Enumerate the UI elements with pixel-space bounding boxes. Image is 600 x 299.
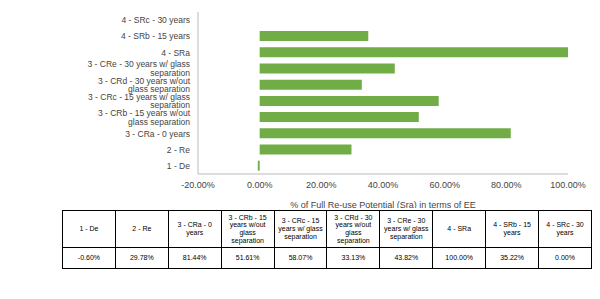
svg-text:4 - SRc - 30 years: 4 - SRc - 30 years bbox=[122, 15, 191, 25]
html-text:0.00%: 0.00% bbox=[555, 254, 575, 262]
html-text:3 - CRe - 30 years w/ glass se: 3 - CRe - 30 years w/ glass separation bbox=[384, 217, 429, 240]
svg-text:% of Full Re-use Potential (Sr: % of Full Re-use Potential (Sra) in term… bbox=[290, 200, 476, 208]
svg-text:1 - De: 1 - De bbox=[167, 161, 190, 171]
html-text:100.00%: 100.00% bbox=[445, 254, 473, 262]
svg-text:80.00%: 80.00% bbox=[491, 180, 522, 190]
html-text:3 - CRb - 15 years w/out glass: 3 - CRb - 15 years w/out glass separatio… bbox=[228, 213, 267, 244]
html-text:4 - SRb - 15 years: 4 - SRb - 15 years bbox=[493, 221, 531, 236]
svg-text:100.00%: 100.00% bbox=[550, 180, 586, 190]
html-text:3 - CRa - 0 years: 3 - CRa - 0 years bbox=[177, 221, 212, 236]
svg-text:3 - CRd - 30 years w/outglass: 3 - CRd - 30 years w/outglass separation bbox=[98, 76, 191, 95]
html-text:33.13%: 33.13% bbox=[341, 254, 366, 262]
svg-text:40.00%: 40.00% bbox=[368, 180, 399, 190]
html-text:51.61%: 51.61% bbox=[235, 254, 260, 262]
svg-text:3 - CRe - 30 years w/ glasssep: 3 - CRe - 30 years w/ glassseparation bbox=[87, 59, 190, 77]
html-text:3 - CRd - 30 years w/out glass: 3 - CRd - 30 years w/out glass separatio… bbox=[334, 213, 373, 244]
svg-text:3 - CRa - 0 years: 3 - CRa - 0 years bbox=[125, 129, 190, 139]
svg-text:3 - CRb - 15 years w/outglass: 3 - CRb - 15 years w/outglass separation bbox=[98, 108, 191, 127]
html-text:81.44%: 81.44% bbox=[182, 254, 207, 262]
html-text:35.22%: 35.22% bbox=[500, 254, 524, 262]
svg-text:3 - CRc - 15 years w/ glasssep: 3 - CRc - 15 years w/ glassseparation bbox=[88, 92, 190, 111]
svg-text:0.00%: 0.00% bbox=[247, 180, 273, 190]
html-text:29.78%: 29.78% bbox=[130, 254, 154, 262]
html-text:1 - De: 1 - De bbox=[79, 225, 99, 233]
svg-text:4 - SRa: 4 - SRa bbox=[161, 48, 190, 58]
svg-text:20.00%: 20.00% bbox=[306, 180, 337, 190]
svg-text:2 - Re: 2 - Re bbox=[167, 145, 190, 155]
html-text:43.82%: 43.82% bbox=[394, 254, 419, 262]
svg-text:4 - SRb - 15 years: 4 - SRb - 15 years bbox=[121, 31, 190, 41]
html-text:2 - Re: 2 - Re bbox=[132, 225, 152, 233]
html-text:58.07%: 58.07% bbox=[288, 254, 313, 262]
html-text:4 - SRc - 30 years: 4 - SRc - 30 years bbox=[546, 221, 584, 236]
svg-text:60.00%: 60.00% bbox=[429, 180, 460, 190]
html-text:3 - CRc - 15 years w/ glass se: 3 - CRc - 15 years w/ glass separation bbox=[278, 217, 323, 240]
svg-text:-20.00%: -20.00% bbox=[181, 180, 215, 190]
html-text:-0.60%: -0.60% bbox=[77, 254, 100, 262]
html-text:4 - SRa: 4 - SRa bbox=[447, 225, 471, 233]
